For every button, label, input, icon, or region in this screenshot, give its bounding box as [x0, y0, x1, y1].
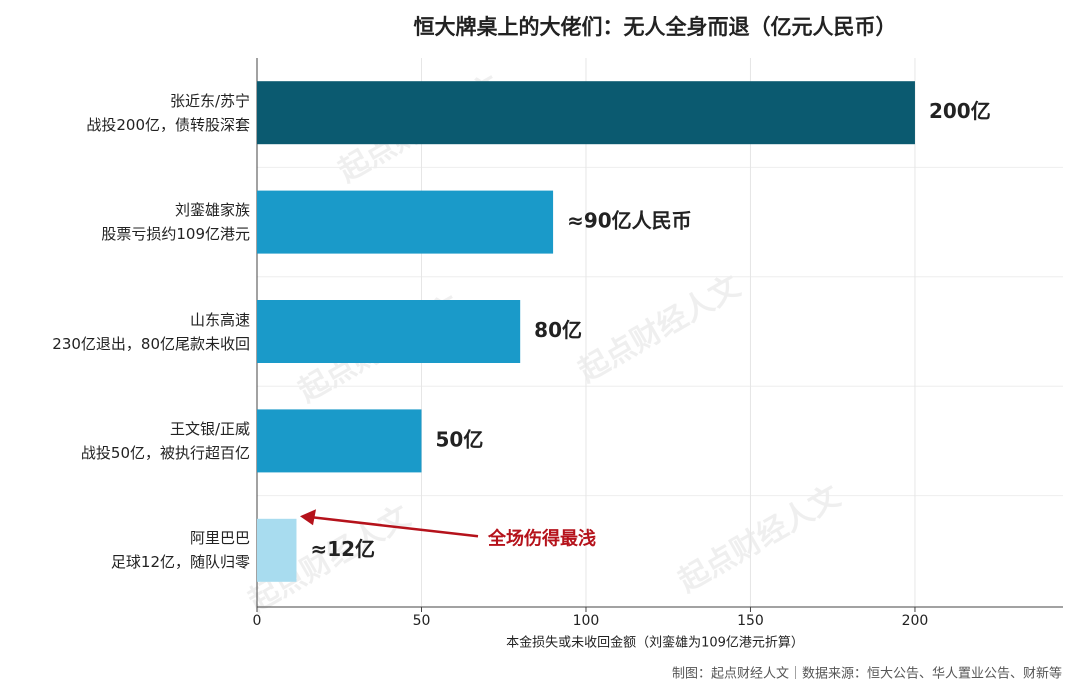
annotation-arrow: [311, 516, 479, 538]
y-tick-label: 张近东/苏宁 战投200亿，债转股深套: [86, 91, 250, 134]
x-tick-label: 100: [573, 613, 600, 629]
value-label: 200亿: [929, 99, 991, 123]
value-label: 50亿: [435, 427, 483, 451]
annotation: 全场伤得最浅: [487, 527, 596, 549]
chart-title: 恒大牌桌上的大佬们：无人全身而退（亿元人民币）: [414, 15, 897, 39]
bar: [257, 409, 422, 473]
bar: [257, 300, 521, 363]
value-label: ≈12亿: [310, 537, 375, 561]
value-label: ≈90亿人民币: [567, 209, 692, 233]
y-tick-label: 阿里巴巴 足球12亿，随队归零: [110, 529, 250, 572]
watermark: 起点财经人文: [673, 479, 846, 599]
arrow-head: [300, 509, 316, 526]
bar: [257, 190, 554, 254]
bar: [257, 518, 297, 582]
y-tick-label: 刘銮雄家族 股票亏损约109亿港元: [101, 201, 250, 244]
bar: [257, 81, 915, 145]
x-axis-label: 本金损失或未收回金额（刘銮雄为109亿港元折算）: [506, 635, 804, 651]
x-tick-label: 150: [737, 613, 764, 629]
y-tick-label: 山东高速 230亿退出，80亿尾款未收回: [52, 310, 250, 353]
x-tick-label: 50: [413, 613, 431, 629]
value-label: 80亿: [534, 318, 582, 342]
watermark: 起点财经人文: [573, 269, 746, 389]
y-tick-label: 王文银/正威 战投50亿，被执行超百亿: [80, 419, 250, 462]
x-tick-label: 0: [253, 613, 262, 629]
x-tick-label: 200: [902, 613, 929, 629]
source: 制图：起点财经人文｜数据来源：恒大公告、华人置业公告、财新等: [672, 666, 1062, 682]
